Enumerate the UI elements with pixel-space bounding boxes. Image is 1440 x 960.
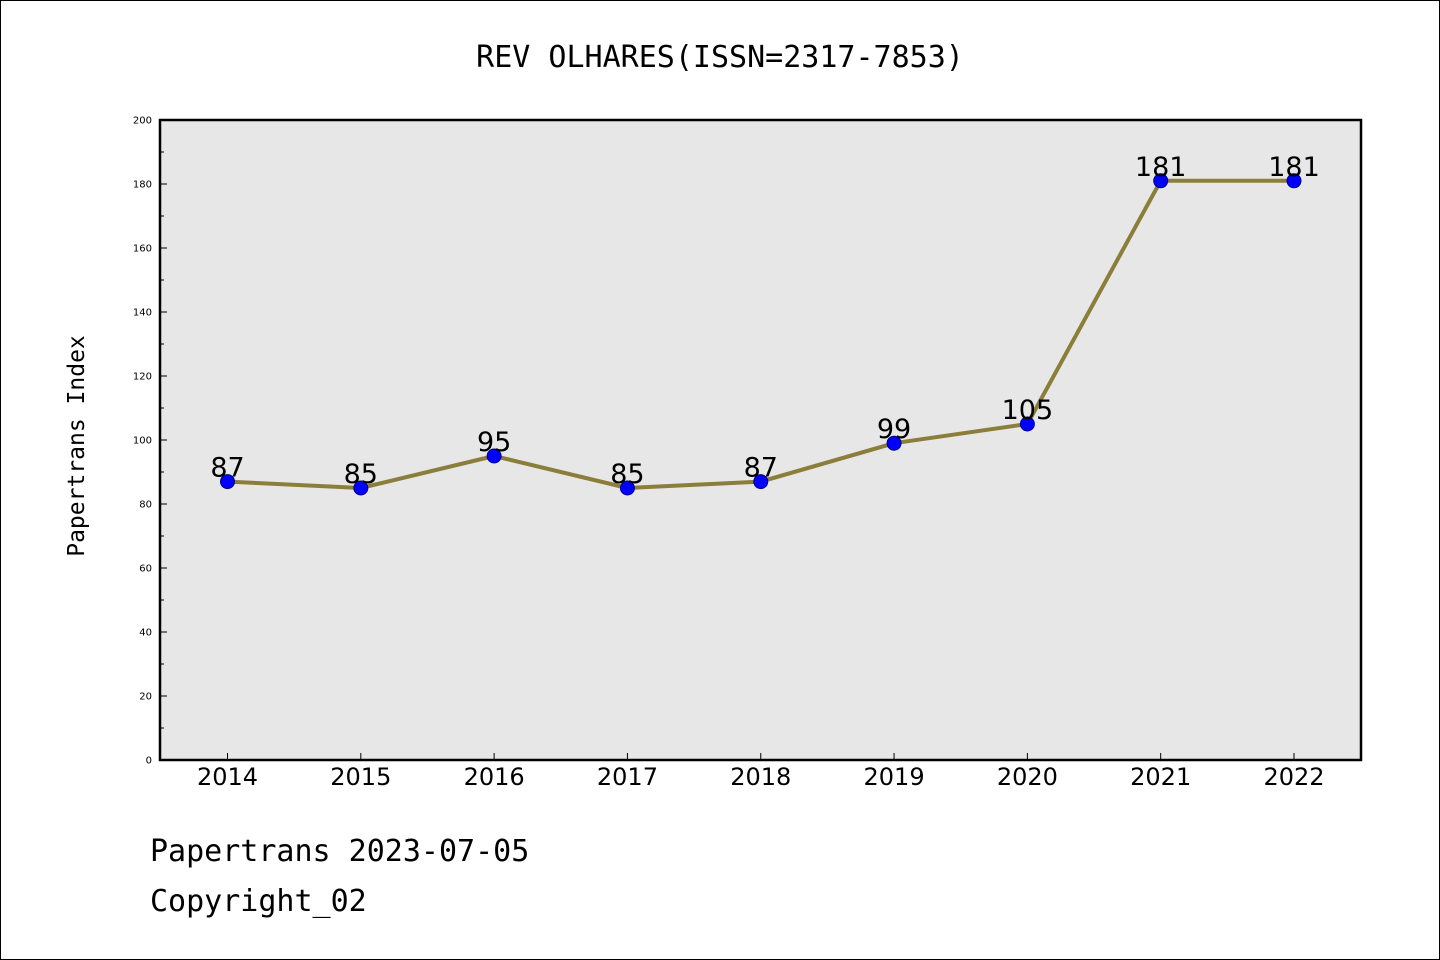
data-label: 181 — [1268, 152, 1320, 183]
y-axis: 0 20 40 60 80 100 120 140 160 180 200 — [133, 116, 167, 767]
data-label: 85 — [344, 459, 378, 490]
y-axis-label: Papertrans Index — [64, 335, 90, 557]
data-label: 99 — [877, 414, 911, 445]
data-point-marker — [619, 480, 635, 496]
data-label: 95 — [477, 427, 511, 458]
y-tick-label: 140 — [133, 308, 152, 319]
x-tick-label: 2018 — [730, 763, 791, 791]
y-tick-label: 80 — [139, 500, 152, 511]
x-tick-label: 2022 — [1263, 763, 1324, 791]
y-tick-label: 20 — [139, 692, 152, 703]
y-tick-label: 0 — [146, 756, 152, 767]
data-point-marker — [1019, 416, 1035, 432]
x-tick-label: 2015 — [330, 763, 391, 791]
data-point-marker — [1153, 173, 1169, 189]
data-label: 181 — [1135, 152, 1187, 183]
plot-area — [158, 118, 1363, 762]
footer-copyright-text: Copyright_02 — [150, 884, 367, 919]
x-axis: 2014 2015 2016 2017 2018 2019 2020 2021 2022 — [197, 753, 1325, 791]
data-label: 105 — [1002, 395, 1054, 426]
x-tick-label: 2021 — [1130, 763, 1191, 791]
data-label: 87 — [744, 453, 778, 484]
footer-date-text: Papertrans 2023-07-05 — [150, 834, 530, 869]
data-label-group: 87 85 95 85 87 99 105 181 181 — [210, 152, 1319, 490]
data-point-marker — [486, 448, 502, 464]
x-tick-label: 2016 — [464, 763, 525, 791]
y-tick-label: 160 — [133, 244, 152, 255]
data-point-marker — [220, 474, 235, 490]
x-tick-label: 2014 — [197, 763, 258, 791]
y-tick-label: 200 — [133, 116, 152, 127]
x-tick-label: 2017 — [597, 763, 658, 791]
data-point-marker — [753, 474, 769, 490]
data-point-marker — [1286, 173, 1302, 189]
x-tick-label: 2019 — [864, 763, 925, 791]
y-tick-label: 60 — [139, 564, 152, 575]
y-tick-label: 100 — [133, 436, 152, 447]
y-tick-label: 120 — [133, 372, 152, 383]
data-label: 85 — [610, 459, 644, 490]
x-tick-label: 2020 — [997, 763, 1058, 791]
y-tick-label: 40 — [139, 628, 152, 639]
chart-title: REV OLHARES(ISSN=2317-7853) — [476, 40, 964, 75]
y-tick-label: 180 — [133, 180, 152, 191]
data-point-group — [220, 173, 1302, 496]
data-point-marker — [886, 435, 902, 451]
data-point-marker — [353, 480, 369, 496]
data-label: 87 — [210, 453, 244, 484]
